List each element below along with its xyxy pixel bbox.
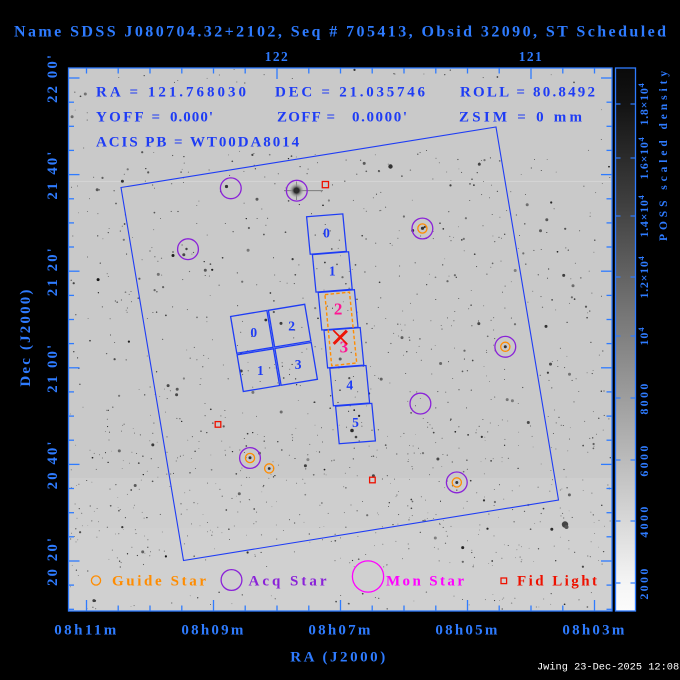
svg-text:08h03m: 08h03m	[562, 623, 626, 639]
svg-text:121: 121	[519, 49, 543, 64]
svg-text:Guide Star: Guide Star	[112, 574, 209, 590]
svg-text:Dec (J2000): Dec (J2000)	[18, 287, 34, 386]
svg-text:Name SDSS J080704.32+2102, Seq: Name SDSS J080704.32+2102, Seq # 705413,…	[14, 24, 668, 41]
svg-text:Fid Light: Fid Light	[517, 574, 599, 590]
svg-text:ACIS PB = WT00DA8014: ACIS PB = WT00DA8014	[96, 135, 301, 151]
svg-text:POSS scaled density: POSS scaled density	[658, 67, 670, 241]
svg-text:3: 3	[340, 338, 349, 357]
svg-text:Jwing 23-Dec-2025 12:08: Jwing 23-Dec-2025 12:08	[537, 662, 679, 674]
svg-text:1.2×104: 1.2×104	[636, 255, 651, 298]
svg-text:RA (J2000): RA (J2000)	[290, 650, 388, 666]
svg-text:YOFF =: YOFF =	[96, 110, 162, 126]
svg-text:08h07m: 08h07m	[308, 623, 372, 639]
svg-text:1: 1	[329, 264, 336, 279]
svg-text:0.0000': 0.0000'	[352, 110, 409, 126]
svg-text:3: 3	[295, 357, 302, 372]
svg-text:21 40': 21 40'	[45, 150, 61, 200]
svg-text:DEC = 21.035746: DEC = 21.035746	[275, 85, 428, 101]
svg-text:ZSIM = 0 mm: ZSIM = 0 mm	[459, 110, 585, 126]
svg-text:08h11m: 08h11m	[54, 623, 118, 639]
svg-text:4000: 4000	[637, 504, 651, 537]
svg-text:5: 5	[352, 415, 359, 430]
svg-text:2000: 2000	[637, 566, 651, 599]
svg-text:21 20': 21 20'	[45, 246, 61, 296]
svg-text:2: 2	[288, 319, 295, 334]
svg-text:6000: 6000	[637, 443, 651, 476]
svg-text:1.6×104: 1.6×104	[636, 136, 651, 179]
svg-text:ZOFF =: ZOFF =	[277, 110, 336, 126]
svg-text:22 00': 22 00'	[45, 53, 61, 103]
svg-text:RA = 121.768030: RA = 121.768030	[96, 85, 249, 101]
svg-text:08h05m: 08h05m	[435, 623, 499, 639]
svg-text:1: 1	[257, 363, 264, 378]
svg-text:0.000': 0.000'	[170, 110, 214, 126]
svg-text:20 40': 20 40'	[45, 439, 61, 489]
svg-text:1.4×104: 1.4×104	[636, 194, 651, 237]
svg-text:Mon Star: Mon Star	[386, 574, 466, 590]
svg-text:Acq Star: Acq Star	[249, 574, 330, 590]
svg-text:21 00': 21 00'	[45, 343, 61, 393]
svg-text:122: 122	[265, 49, 289, 64]
svg-text:08h09m: 08h09m	[181, 623, 245, 639]
svg-text:2: 2	[334, 300, 343, 319]
svg-text:ROLL = 80.8492: ROLL = 80.8492	[460, 85, 597, 101]
svg-text:0: 0	[250, 325, 257, 340]
svg-text:0: 0	[323, 226, 330, 241]
svg-text:4: 4	[346, 377, 353, 392]
svg-text:8000: 8000	[637, 381, 651, 414]
svg-text:20 20': 20 20'	[45, 536, 61, 586]
svg-text:1.8×104: 1.8×104	[636, 82, 651, 125]
